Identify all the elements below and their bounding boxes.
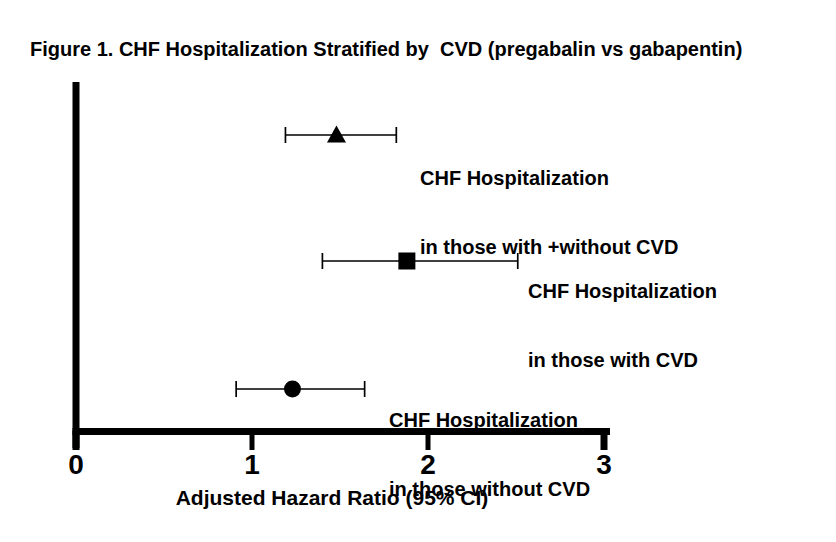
series-label-line1: CHF Hospitalization	[528, 280, 717, 303]
x-axis-title: Adjusted Hazard Ratio (95% CI)	[176, 486, 489, 510]
series-label-line1: CHF Hospitalization	[389, 409, 590, 432]
triangle-marker	[327, 126, 346, 143]
x-tick-label: 3	[596, 451, 612, 479]
series-label-line1: CHF Hospitalization	[420, 167, 678, 190]
square-marker	[398, 253, 415, 270]
circle-marker	[284, 381, 301, 398]
x-tick-label: 2	[420, 451, 436, 479]
figure-page: { "figure": { "title": "Figure 1. CHF Ho…	[0, 0, 836, 542]
x-tick-label: 1	[244, 451, 260, 479]
x-tick-label: 0	[68, 451, 84, 479]
